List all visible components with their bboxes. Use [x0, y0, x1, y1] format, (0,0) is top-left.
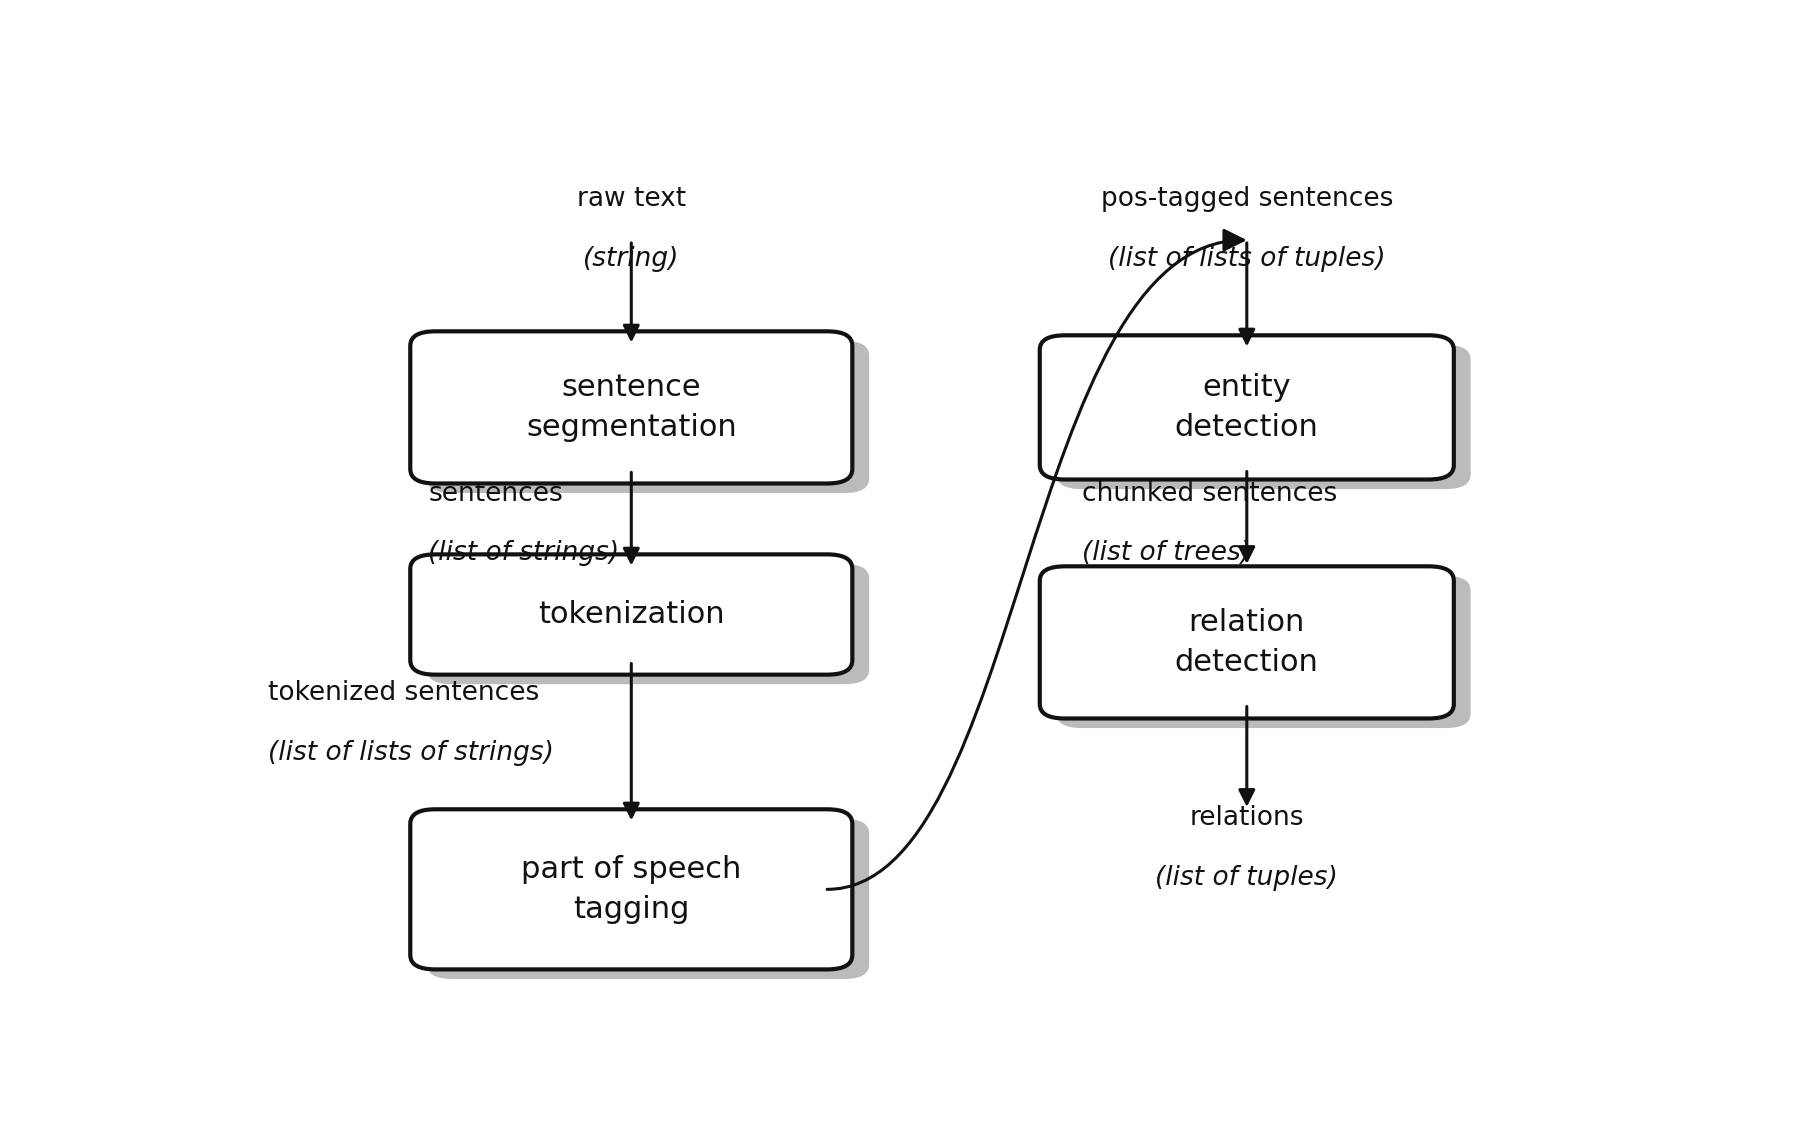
Text: pos-tagged sentences: pos-tagged sentences [1101, 187, 1393, 213]
Text: (list of tuples): (list of tuples) [1155, 865, 1338, 891]
FancyBboxPatch shape [428, 819, 870, 979]
FancyBboxPatch shape [410, 809, 852, 970]
Text: chunked sentences: chunked sentences [1081, 481, 1338, 508]
Text: (string): (string) [583, 246, 679, 272]
Text: (list of strings): (list of strings) [428, 541, 619, 567]
Text: entity
detection: entity detection [1175, 372, 1319, 443]
Text: (list of lists of strings): (list of lists of strings) [267, 740, 554, 766]
Text: sentence
segmentation: sentence segmentation [525, 372, 736, 443]
Text: tokenized sentences: tokenized sentences [267, 681, 540, 706]
FancyBboxPatch shape [428, 564, 870, 684]
Text: raw text: raw text [578, 187, 686, 213]
Text: relation
detection: relation detection [1175, 608, 1319, 677]
Text: relations: relations [1189, 806, 1303, 831]
Text: (list of trees): (list of trees) [1081, 541, 1251, 567]
FancyBboxPatch shape [1056, 576, 1471, 728]
FancyBboxPatch shape [1040, 567, 1453, 718]
FancyArrowPatch shape [827, 230, 1244, 890]
FancyBboxPatch shape [1056, 345, 1471, 489]
FancyBboxPatch shape [410, 554, 852, 675]
Text: tokenization: tokenization [538, 600, 724, 629]
FancyBboxPatch shape [410, 331, 852, 484]
Text: part of speech
tagging: part of speech tagging [522, 855, 742, 924]
Text: sentences: sentences [428, 481, 563, 508]
FancyBboxPatch shape [1040, 336, 1453, 479]
FancyBboxPatch shape [428, 341, 870, 493]
Text: (list of lists of tuples): (list of lists of tuples) [1108, 246, 1386, 272]
